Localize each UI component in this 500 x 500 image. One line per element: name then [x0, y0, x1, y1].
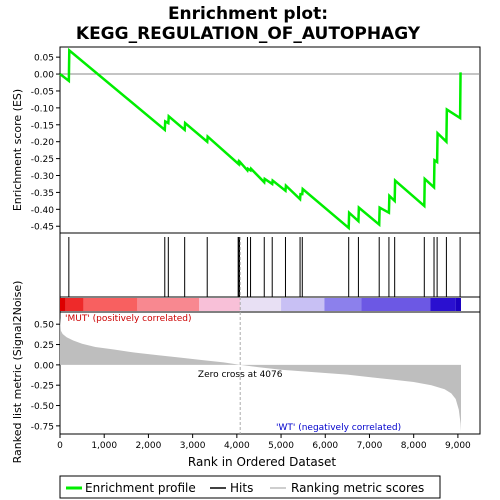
es-y-tick-label: -0.35	[31, 189, 54, 199]
metric-panel-frame	[59, 311, 481, 435]
es-y-tick-label: 0.00	[34, 71, 54, 81]
x-tick-label: 1,000	[91, 441, 117, 451]
color-bar-segment	[281, 298, 325, 311]
x-tick-label: 2,000	[136, 441, 162, 451]
ranking-color-bar	[60, 298, 461, 311]
x-tick-label: 9,000	[445, 441, 471, 451]
es-y-tick-label: -0.45	[31, 223, 54, 233]
x-axis-ticks: 0 1,000 2,000 3,000 4,000 5,000 6,000 7,000 8,00…	[57, 434, 471, 451]
x-tick-label: 6,000	[312, 441, 338, 451]
x-tick-label: 5,000	[268, 441, 294, 451]
x-tick-label: 4,000	[224, 441, 250, 451]
metric-y-tick-label: 0.00	[34, 361, 54, 371]
color-bar-segment	[240, 298, 282, 311]
metric-y-tick-label: -0.75	[31, 422, 54, 432]
legend-hits-label: Hits	[230, 481, 253, 495]
es-y-axis-label: Enrichment score (ES)	[11, 89, 24, 211]
color-bar-segment	[137, 298, 200, 311]
color-bar-segment	[199, 298, 241, 311]
metric-y-tick-label: 0.50	[34, 321, 54, 331]
mut-positive-label: 'MUT' (positively correlated)	[65, 314, 192, 324]
x-tick-label: 0	[57, 441, 63, 451]
metric-y-ticks: 0.50 0.25 0.00 -0.25 -0.50 -0.75	[31, 321, 60, 432]
metric-y-tick-label: 0.25	[34, 341, 54, 351]
zero-cross-label: Zero cross at 4076	[198, 370, 283, 380]
ranking-metric-area	[60, 317, 461, 432]
es-y-tick-label: -0.10	[31, 104, 55, 114]
plot-title-line-1: Enrichment plot:	[168, 4, 328, 24]
color-bar-segment	[83, 298, 138, 311]
es-y-tick-label: -0.25	[31, 155, 54, 165]
metric-y-tick-label: -0.50	[31, 402, 55, 412]
es-y-tick-label: -0.15	[31, 121, 54, 131]
color-bar-segment	[430, 298, 456, 311]
legend-metric-label: Ranking metric scores	[291, 481, 424, 495]
es-y-tick-label: -0.30	[31, 172, 55, 182]
x-tick-label: 8,000	[401, 441, 427, 451]
es-y-ticks: 0.05 0.00 -0.05 -0.10 -0.15 -0.20 -0.25 -0.30 -0…	[31, 54, 60, 233]
plot-title-line-2: KEGG_REGULATION_OF_AUTOPHAGY	[76, 24, 421, 44]
color-bar-segment	[324, 298, 362, 311]
color-bar-segment	[65, 298, 84, 311]
metric-y-tick-label: -0.25	[31, 382, 54, 392]
metric-y-axis-label: Ranked list metric (Signal2Noise)	[11, 281, 24, 464]
es-y-tick-label: -0.20	[31, 138, 55, 148]
color-bar-segment	[60, 298, 66, 311]
es-y-tick-label: 0.05	[34, 54, 54, 64]
enrichment-profile-line	[59, 47, 462, 231]
wt-negative-label: 'WT' (negatively correlated)	[276, 423, 401, 433]
x-axis-label: Rank in Ordered Dataset	[188, 455, 336, 469]
hits-panel-frame	[59, 232, 481, 298]
legend-box	[59, 475, 441, 499]
color-bar-segment	[361, 298, 431, 311]
color-bar-segment	[455, 298, 461, 311]
x-tick-label: 7,000	[357, 441, 383, 451]
es-y-tick-label: -0.40	[31, 206, 55, 216]
legend-enrichment-label: Enrichment profile	[85, 481, 196, 495]
hits-marks	[68, 237, 461, 297]
es-panel-frame	[59, 46, 481, 234]
x-tick-label: 3,000	[180, 441, 206, 451]
es-y-tick-label: -0.05	[31, 87, 54, 97]
